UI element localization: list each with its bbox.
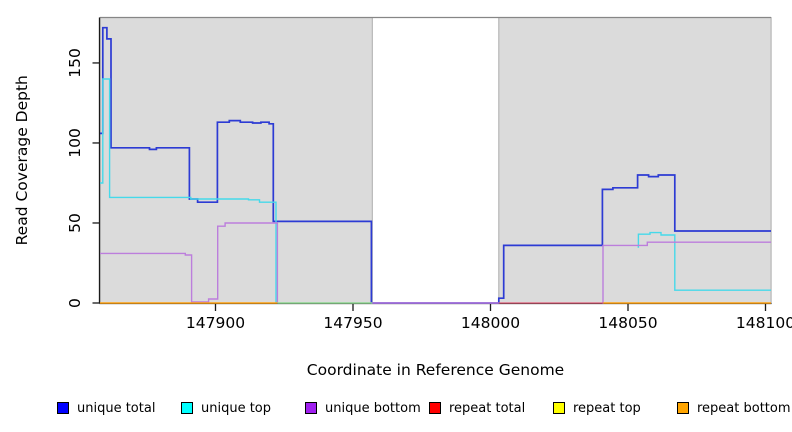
y-tick-label: 0 <box>66 298 84 308</box>
y-tick-label: 100 <box>66 128 84 158</box>
series-unique-bottom-line <box>100 222 279 303</box>
legend-item-repeat-bottom: repeat bottom <box>677 400 791 416</box>
x-tick-label: 148050 <box>598 314 657 332</box>
legend-item-unique-total: unique total <box>57 400 155 416</box>
legend-swatch-repeat-bottom <box>677 402 689 414</box>
series-unique-top-line <box>100 78 277 303</box>
x-tick-label: 148000 <box>461 314 520 332</box>
legend-swatch-unique-bottom <box>305 402 317 414</box>
x-tick-label: 147950 <box>323 314 382 332</box>
y-tick-label: 50 <box>66 213 84 233</box>
legend-item-repeat-top: repeat top <box>553 400 641 416</box>
legend-label: unique top <box>201 400 272 416</box>
legend: unique total unique top unique bottom re… <box>0 400 792 420</box>
series-unique-total-line <box>100 26 771 304</box>
legend-item-unique-top: unique top <box>181 400 271 416</box>
legend-item-repeat-total: repeat total <box>429 400 525 416</box>
x-tick-label: 148100 <box>736 314 792 332</box>
legend-swatch-unique-top <box>181 402 193 414</box>
legend-label: repeat bottom <box>697 400 791 416</box>
legend-swatch-repeat-top <box>553 402 565 414</box>
legend-swatch-unique-total <box>57 402 69 414</box>
x-tick-label: 147900 <box>186 314 245 332</box>
legend-label: unique total <box>77 400 156 416</box>
coverage-panel <box>498 17 772 304</box>
legend-swatch-repeat-total <box>429 402 441 414</box>
coverage-panel <box>99 17 373 304</box>
y-tick-label: 150 <box>66 48 84 78</box>
series-unique-top-line <box>637 231 771 291</box>
legend-item-unique-bottom: unique bottom <box>305 400 421 416</box>
coverage-plot: 0 50 100 150 147900 147950 148000 148050 148100 C… <box>13 16 792 379</box>
y-axis-title: Read Coverage Depth <box>13 75 31 245</box>
legend-label: unique bottom <box>325 400 421 416</box>
legend-label: repeat top <box>573 400 641 416</box>
x-axis-title: Coordinate in Reference Genome <box>307 361 564 379</box>
legend-label: repeat total <box>449 400 526 416</box>
